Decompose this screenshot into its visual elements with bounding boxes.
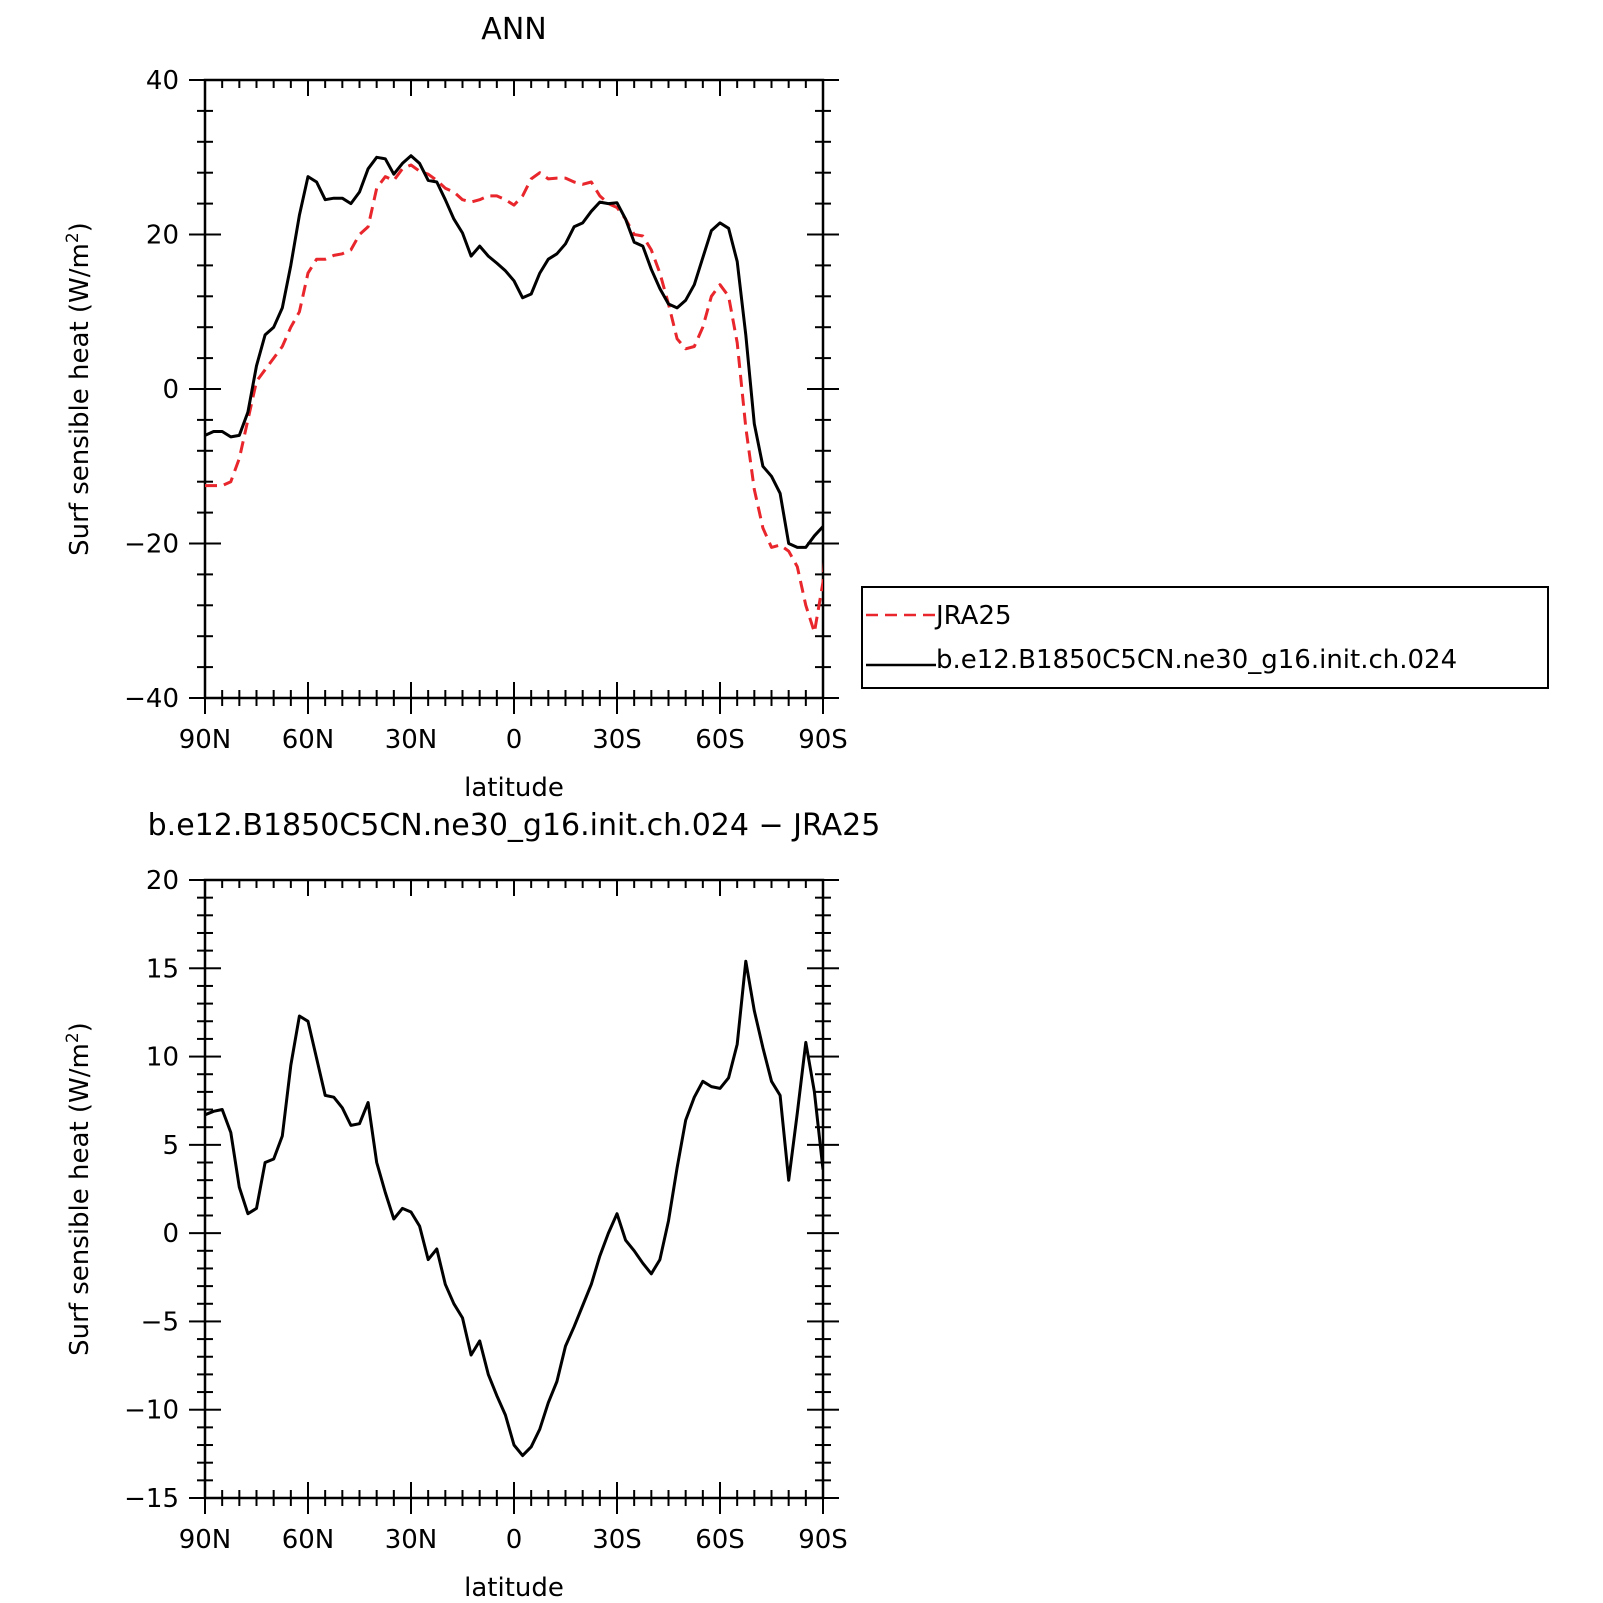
bottom-y-tick-label: 20: [146, 866, 179, 896]
top-y-tick-label: 20: [146, 221, 179, 251]
bottom-x-tick-label: 30S: [592, 1525, 642, 1555]
top-x-tick-label: 30N: [385, 725, 438, 755]
legend-label-model: b.e12.B1850C5CN.ne30_g16.init.ch.024: [936, 645, 1457, 675]
top-y-tick-label: 0: [162, 375, 179, 405]
top-x-tick-label: 0: [506, 725, 523, 755]
legend-box: [861, 586, 1549, 689]
top-x-tick-labels: 90N 60N 30N 0 30S 60S 90S: [179, 725, 848, 755]
bottom-plot-frame: [203, 878, 825, 1500]
bottom-x-tick-label: 60S: [695, 1525, 745, 1555]
top-plot-frame: [203, 78, 825, 700]
bottom-y-tick-label: 0: [162, 1219, 179, 1249]
top-y-tick-label: −20: [124, 530, 179, 560]
bottom-x-tick-label: 90N: [179, 1525, 232, 1555]
bottom-series-lines: [205, 959, 823, 1458]
bottom-x-tick-label: 60N: [282, 1525, 335, 1555]
bottom-axis-ticks: [189, 879, 839, 1514]
top-panel-title: ANN: [481, 12, 546, 47]
top-x-axis-title: latitude: [464, 773, 564, 803]
bottom-panel-title: b.e12.B1850C5CN.ne30_g16.init.ch.024 − J…: [148, 808, 881, 843]
top-y-axis-title: Surf sensible heat (W/m2): [63, 222, 95, 556]
bottom-x-axis-title: latitude: [464, 1573, 564, 1603]
bottom-y-tick-label: −15: [124, 1484, 179, 1514]
bottom-series-line-0: [205, 959, 823, 1458]
bottom-x-tick-label: 90S: [798, 1525, 848, 1555]
top-x-tick-label: 60N: [282, 725, 335, 755]
top-x-tick-label: 60S: [695, 725, 745, 755]
top-x-tick-label: 90N: [179, 725, 232, 755]
bottom-x-tick-label: 0: [506, 1525, 523, 1555]
bottom-y-tick-label: −5: [141, 1307, 179, 1337]
bottom-y-tick-label: −10: [124, 1396, 179, 1426]
top-axis-ticks: [189, 79, 839, 714]
legend-label-jra25: JRA25: [934, 601, 1012, 631]
bottom-y-axis-title: Surf sensible heat (W/m2): [63, 1022, 95, 1356]
bottom-panel: b.e12.B1850C5CN.ne30_g16.init.ch.024 − J…: [63, 808, 880, 1603]
top-series-line-1: [205, 154, 823, 549]
top-y-tick-label: 40: [146, 66, 179, 96]
bottom-y-tick-label: 10: [146, 1043, 179, 1073]
bottom-x-tick-labels: 90N 60N 30N 0 30S 60S 90S: [179, 1525, 848, 1555]
top-panel: ANN 90N 60N 30N 0 30S 60S 90S 40 20 0 −20 −40 lati…: [63, 12, 1549, 803]
top-x-tick-label: 90S: [798, 725, 848, 755]
bottom-y-tick-label: 15: [146, 954, 179, 984]
top-x-tick-label: 30S: [592, 725, 642, 755]
top-series-lines: [205, 154, 823, 634]
bottom-y-tick-labels: 20 15 10 5 0 −5 −10 −15: [124, 866, 179, 1514]
bottom-y-tick-label: 5: [162, 1131, 179, 1161]
legend: JRA25 b.e12.B1850C5CN.ne30_g16.init.ch.0…: [861, 586, 1549, 689]
top-y-tick-label: −40: [124, 684, 179, 714]
bottom-x-tick-label: 30N: [385, 1525, 438, 1555]
top-y-tick-labels: 40 20 0 −20 −40: [124, 66, 179, 714]
top-series-line-0: [205, 163, 823, 634]
